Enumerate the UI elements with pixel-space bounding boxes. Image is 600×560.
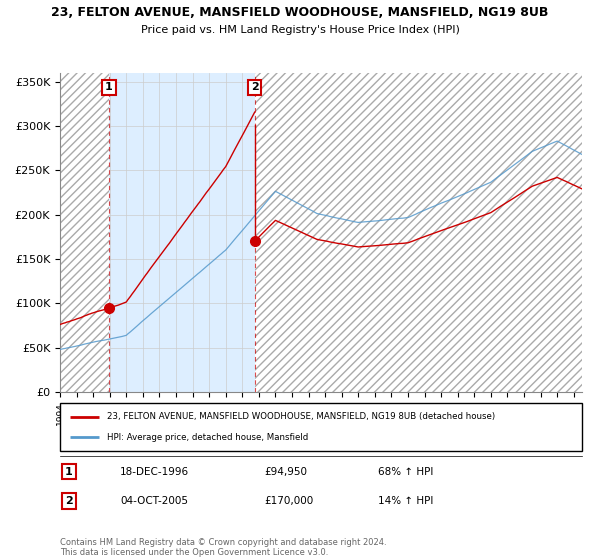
Text: Price paid vs. HM Land Registry's House Price Index (HPI): Price paid vs. HM Land Registry's House … [140, 25, 460, 35]
Text: 23, FELTON AVENUE, MANSFIELD WOODHOUSE, MANSFIELD, NG19 8UB: 23, FELTON AVENUE, MANSFIELD WOODHOUSE, … [52, 6, 548, 18]
Bar [109, 73, 255, 392]
Text: 1: 1 [105, 82, 113, 92]
Text: £170,000: £170,000 [264, 496, 313, 506]
Text: 2: 2 [65, 496, 73, 506]
Text: 14% ↑ HPI: 14% ↑ HPI [378, 496, 433, 506]
Text: 68% ↑ HPI: 68% ↑ HPI [378, 466, 433, 477]
Text: 18-DEC-1996: 18-DEC-1996 [120, 466, 189, 477]
Text: 04-OCT-2005: 04-OCT-2005 [120, 496, 188, 506]
Bar [60, 73, 109, 392]
Text: 2: 2 [251, 82, 259, 92]
Text: 23, FELTON AVENUE, MANSFIELD WOODHOUSE, MANSFIELD, NG19 8UB (detached house): 23, FELTON AVENUE, MANSFIELD WOODHOUSE, … [107, 412, 495, 421]
Text: Contains HM Land Registry data © Crown copyright and database right 2024.
This d: Contains HM Land Registry data © Crown c… [60, 538, 386, 557]
Bar [255, 73, 582, 392]
Text: £94,950: £94,950 [264, 466, 307, 477]
Text: HPI: Average price, detached house, Mansfield: HPI: Average price, detached house, Mans… [107, 433, 308, 442]
Text: 1: 1 [65, 466, 73, 477]
